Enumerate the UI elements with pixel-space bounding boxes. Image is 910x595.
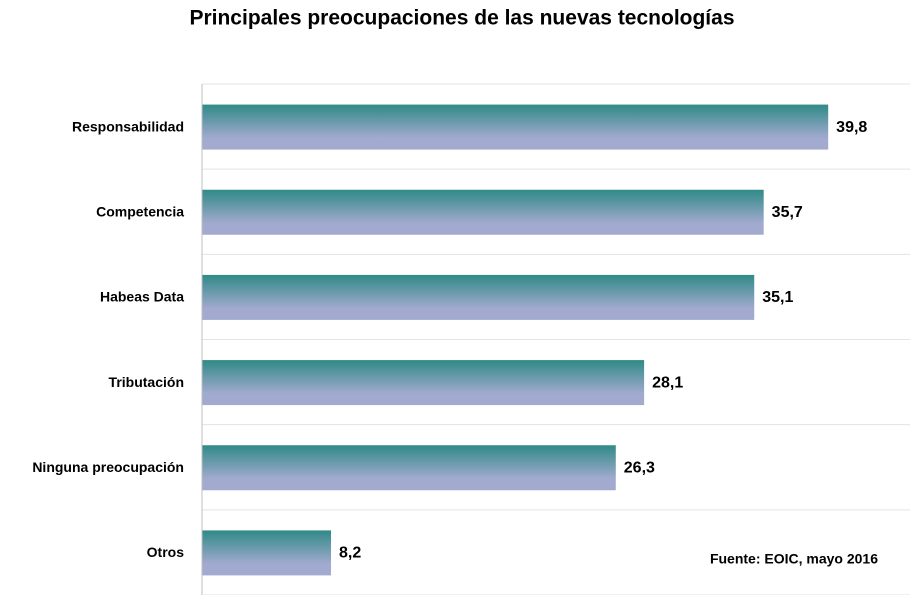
value-label: 35,7: [772, 204, 803, 221]
value-label: 8,2: [339, 545, 361, 562]
value-label: 35,1: [762, 289, 793, 306]
category-label: Tributación: [109, 374, 184, 390]
category-label: Otros: [147, 544, 185, 560]
value-label: 28,1: [652, 374, 683, 391]
bar: [202, 104, 829, 150]
value-label: 39,8: [836, 119, 867, 136]
category-label: Responsabilidad: [72, 118, 184, 134]
bar: [202, 530, 332, 576]
source-note: Fuente: EOIC, mayo 2016: [710, 551, 878, 567]
category-label: Habeas Data: [100, 289, 184, 305]
bar: [202, 360, 645, 406]
bar: [202, 189, 764, 235]
category-label: Competencia: [96, 203, 184, 219]
bar: [202, 274, 755, 320]
bar: [202, 445, 616, 491]
chart-title: Principales preocupaciones de las nuevas…: [189, 7, 734, 30]
category-label: Ninguna preocupación: [32, 459, 184, 475]
value-label: 26,3: [624, 459, 655, 476]
